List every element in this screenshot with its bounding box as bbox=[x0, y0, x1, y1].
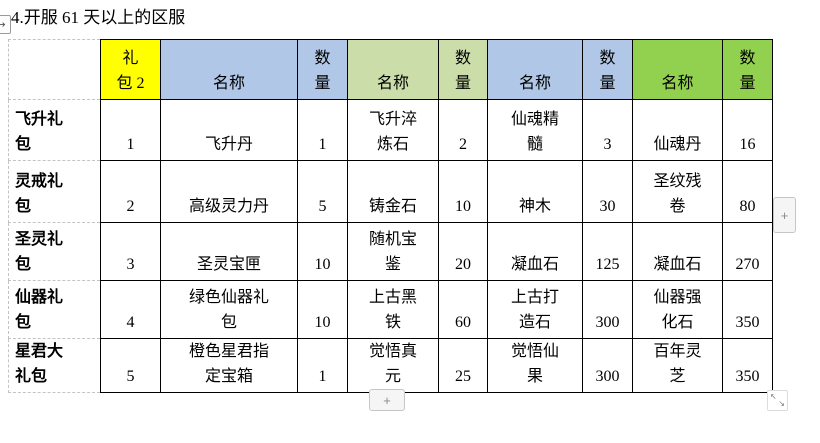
add-row-button[interactable]: + bbox=[369, 389, 405, 411]
item-name-cell[interactable]: 高级灵力丹 bbox=[160, 160, 298, 223]
item-name-cell[interactable]: 圣灵宝匣 bbox=[160, 222, 298, 281]
item-name-cell[interactable]: 随机宝鉴 bbox=[347, 222, 439, 281]
item-name-cell[interactable]: 上古黑铁 bbox=[347, 280, 439, 339]
package-index-cell[interactable]: 1 bbox=[100, 99, 161, 161]
item-qty-cell[interactable]: 300 bbox=[582, 338, 633, 393]
item-name-cell[interactable]: 百年灵芝 bbox=[632, 338, 723, 393]
table-row: 灵戒礼包 2 高级灵力丹 5 铸金石 10 神木 30 圣纹残卷 80 bbox=[8, 160, 773, 223]
gift-package-table: 礼包 2 名称 数量 名称 数量 名称 数量 名称 数量 飞升礼包 1 飞升丹 … bbox=[8, 39, 773, 393]
table-row: 圣灵礼包 3 圣灵宝匣 10 随机宝鉴 20 凝血石 125 凝血石 270 bbox=[8, 222, 773, 281]
item-qty-cell[interactable]: 350 bbox=[722, 338, 773, 393]
section-title[interactable]: 4.开服 61 天以上的区服 bbox=[11, 8, 186, 27]
resize-arrow-nw-icon: ↖ bbox=[770, 392, 777, 401]
row-label[interactable]: 灵戒礼包 bbox=[8, 160, 101, 223]
table-row: 星君大礼包 5 橙色星君指定宝箱 1 觉悟真元 25 觉悟仙果 300 百年灵芝… bbox=[8, 338, 773, 393]
item-name-cell[interactable]: 觉悟仙果 bbox=[487, 338, 583, 393]
header-name-col-4[interactable]: 名称 bbox=[632, 39, 723, 100]
item-name-cell[interactable]: 圣纹残卷 bbox=[632, 160, 723, 223]
row-label[interactable]: 星君大礼包 bbox=[8, 338, 101, 393]
item-qty-cell[interactable]: 30 bbox=[582, 160, 633, 223]
add-column-button[interactable]: + bbox=[773, 197, 796, 233]
item-qty-cell[interactable]: 3 bbox=[582, 99, 633, 161]
item-qty-cell[interactable]: 1 bbox=[297, 99, 348, 161]
package-index-cell[interactable]: 5 bbox=[100, 338, 161, 393]
header-qty-col-3[interactable]: 数量 bbox=[582, 39, 633, 100]
package-index-cell[interactable]: 2 bbox=[100, 160, 161, 223]
row-label[interactable]: 仙器礼包 bbox=[8, 280, 101, 339]
item-name-cell[interactable]: 神木 bbox=[487, 160, 583, 223]
package-index-cell[interactable]: 4 bbox=[100, 280, 161, 339]
row-label[interactable]: 圣灵礼包 bbox=[8, 222, 101, 281]
item-qty-cell[interactable]: 80 bbox=[722, 160, 773, 223]
package-index-cell[interactable]: 3 bbox=[100, 222, 161, 281]
item-name-cell[interactable]: 仙器强化石 bbox=[632, 280, 723, 339]
header-package-col[interactable]: 礼包 2 bbox=[100, 39, 161, 100]
item-qty-cell[interactable]: 10 bbox=[297, 280, 348, 339]
resize-arrow-se-icon: ↘ bbox=[778, 399, 785, 408]
item-name-cell[interactable]: 飞升淬炼石 bbox=[347, 99, 439, 161]
move-handle-icon[interactable]: ↔ bbox=[0, 15, 11, 34]
item-name-cell[interactable]: 飞升丹 bbox=[160, 99, 298, 161]
table-row: 仙器礼包 4 绿色仙器礼包 10 上古黑铁 60 上古打造石 300 仙器强化石… bbox=[8, 280, 773, 339]
header-name-col-1[interactable]: 名称 bbox=[160, 39, 298, 100]
item-qty-cell[interactable]: 270 bbox=[722, 222, 773, 281]
item-name-cell[interactable]: 绿色仙器礼包 bbox=[160, 280, 298, 339]
item-qty-cell[interactable]: 10 bbox=[297, 222, 348, 281]
horizontal-arrow-glyph: ↔ bbox=[0, 18, 6, 31]
item-name-cell[interactable]: 凝血石 bbox=[487, 222, 583, 281]
corner-cell[interactable] bbox=[8, 39, 101, 100]
header-row: 礼包 2 名称 数量 名称 数量 名称 数量 名称 数量 bbox=[8, 39, 773, 100]
item-name-cell[interactable]: 上古打造石 bbox=[487, 280, 583, 339]
item-qty-cell[interactable]: 5 bbox=[297, 160, 348, 223]
header-qty-col-2[interactable]: 数量 bbox=[438, 39, 488, 100]
item-name-cell[interactable]: 橙色星君指定宝箱 bbox=[160, 338, 298, 393]
item-name-cell[interactable]: 觉悟真元 bbox=[347, 338, 439, 393]
table-row: 飞升礼包 1 飞升丹 1 飞升淬炼石 2 仙魂精髓 3 仙魂丹 16 bbox=[8, 99, 773, 161]
item-name-cell[interactable]: 凝血石 bbox=[632, 222, 723, 281]
table-resize-handle-icon[interactable]: ↖ ↘ bbox=[767, 390, 788, 411]
item-qty-cell[interactable]: 1 bbox=[297, 338, 348, 393]
header-name-col-2[interactable]: 名称 bbox=[347, 39, 439, 100]
header-qty-col-4[interactable]: 数量 bbox=[722, 39, 773, 100]
item-qty-cell[interactable]: 20 bbox=[438, 222, 488, 281]
item-name-cell[interactable]: 铸金石 bbox=[347, 160, 439, 223]
item-qty-cell[interactable]: 25 bbox=[438, 338, 488, 393]
item-name-cell[interactable]: 仙魂丹 bbox=[632, 99, 723, 161]
item-qty-cell[interactable]: 300 bbox=[582, 280, 633, 339]
row-label[interactable]: 飞升礼包 bbox=[8, 99, 101, 161]
item-qty-cell[interactable]: 16 bbox=[722, 99, 773, 161]
header-qty-col-1[interactable]: 数量 bbox=[297, 39, 348, 100]
item-qty-cell[interactable]: 60 bbox=[438, 280, 488, 339]
item-qty-cell[interactable]: 350 bbox=[722, 280, 773, 339]
item-name-cell[interactable]: 仙魂精髓 bbox=[487, 99, 583, 161]
header-name-col-3[interactable]: 名称 bbox=[487, 39, 583, 100]
item-qty-cell[interactable]: 10 bbox=[438, 160, 488, 223]
item-qty-cell[interactable]: 125 bbox=[582, 222, 633, 281]
item-qty-cell[interactable]: 2 bbox=[438, 99, 488, 161]
